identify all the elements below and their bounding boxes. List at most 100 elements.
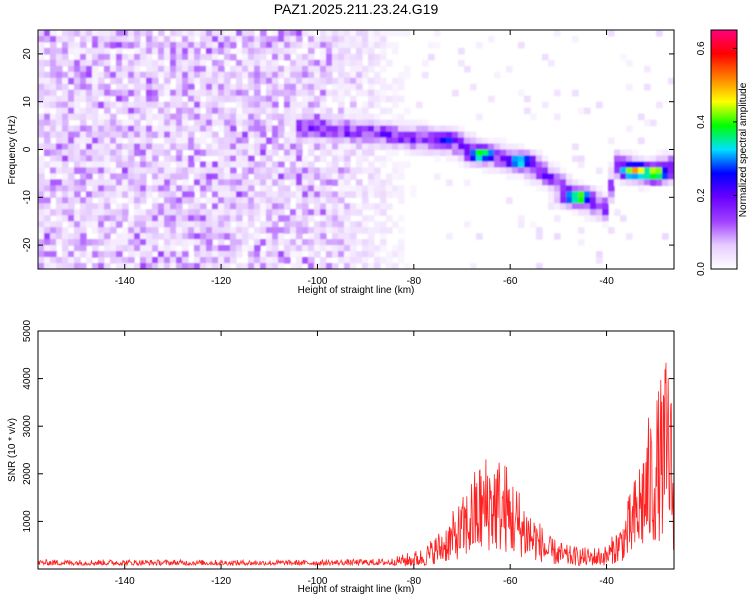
heatmap-cell (668, 77, 674, 85)
heatmap-cell (80, 215, 87, 222)
heatmap-cell (44, 35, 51, 43)
heatmap-cell (98, 191, 105, 198)
heatmap-cell (398, 95, 405, 103)
heatmap-cell (218, 257, 225, 264)
heatmap-cell (620, 179, 627, 186)
heatmap-cell (248, 209, 255, 216)
heatmap-cell (392, 77, 399, 85)
heatmap-cell (146, 113, 153, 121)
heatmap-cell (44, 227, 51, 234)
heatmap-cell (50, 149, 57, 157)
heatmap-cell (560, 173, 567, 180)
heatmap-cell (242, 101, 249, 109)
heatmap-cell (152, 149, 159, 157)
heatmap-cell (236, 215, 243, 222)
heatmap-cell (242, 30, 249, 37)
heatmap-cell (242, 143, 249, 151)
heatmap-cell (440, 125, 447, 133)
heatmap-cell (86, 221, 93, 228)
heatmap-cell (134, 137, 141, 145)
heatmap-cell (200, 101, 207, 109)
heatmap-cell (140, 107, 147, 115)
heatmap-cell (230, 149, 237, 157)
heatmap-cell (398, 71, 405, 79)
heatmap-cell (248, 197, 255, 204)
heatmap-cell (236, 245, 243, 252)
heatmap-cell (254, 167, 261, 174)
heatmap-cell (206, 239, 213, 246)
heatmap-cell (74, 251, 81, 258)
heatmap-cell (122, 53, 129, 61)
snr-panel: -140 -120 -100 -80 -60 -401000200030004000500… (7, 319, 675, 595)
heatmap-cell (308, 101, 315, 109)
heatmap-cell (80, 119, 87, 127)
heatmap-cell (224, 125, 231, 133)
heatmap-cell (260, 65, 267, 73)
heatmap-cell (464, 137, 471, 145)
heatmap-cell (140, 191, 147, 198)
heatmap-cell (350, 263, 357, 269)
heatmap-cell (590, 191, 597, 198)
heatmap-cell (164, 173, 171, 180)
heatmap-cell (362, 239, 369, 246)
heatmap-cell (338, 113, 345, 121)
heatmap-cell (194, 263, 201, 269)
heatmap-cell (194, 95, 201, 103)
heatmap-cell (146, 221, 153, 228)
heatmap-cell (230, 53, 237, 61)
heatmap-cell (554, 185, 561, 192)
heatmap-cell (98, 185, 105, 192)
heatmap-cell (410, 185, 417, 192)
colorbar-tick-label: 0.4 (696, 115, 707, 129)
heatmap-cell (182, 30, 189, 37)
heatmap-cell (242, 125, 249, 133)
heatmap-cell (248, 83, 255, 91)
heatmap-cell (284, 95, 291, 103)
heatmap-cell (80, 173, 87, 180)
heatmap-cell (230, 209, 237, 216)
heatmap-cell (56, 227, 63, 234)
heatmap-cell (302, 107, 309, 115)
heatmap-cell (662, 173, 669, 180)
heatmap-cell (254, 227, 261, 234)
heatmap-cell (182, 35, 189, 43)
heatmap-cell (146, 83, 153, 91)
heatmap-cell (536, 161, 543, 169)
heatmap-cell (398, 30, 405, 37)
heatmap-cell (206, 71, 213, 79)
heatmap-cell (50, 167, 57, 174)
heatmap-cell (362, 167, 369, 174)
heatmap-cell (50, 239, 57, 246)
heatmap-cell (98, 83, 105, 91)
heatmap-cell (362, 155, 369, 163)
heatmap-cell (308, 257, 315, 264)
heatmap-cell (206, 53, 213, 61)
heatmap-cell (302, 53, 309, 61)
heatmap-cell (584, 197, 591, 204)
heatmap-cell (128, 149, 135, 157)
heatmap-cell (290, 89, 297, 97)
heatmap-cell (254, 173, 261, 180)
heatmap-cell (290, 119, 297, 127)
heatmap-cell (320, 41, 327, 49)
heatmap-cell (548, 161, 555, 169)
heatmap-cell (176, 149, 183, 157)
heatmap-cell (644, 167, 651, 174)
heatmap-cell (98, 215, 105, 222)
heatmap-cell (134, 83, 141, 91)
heatmap-cell (290, 143, 297, 151)
heatmap-cell (446, 125, 453, 133)
heatmap-cell (296, 137, 303, 145)
heatmap-cell (344, 257, 351, 264)
heatmap-cell (374, 30, 381, 37)
heatmap-cell (56, 71, 63, 79)
heatmap-cell (356, 53, 363, 61)
heatmap-cell (464, 131, 471, 139)
heatmap-cell (230, 41, 237, 49)
heatmap-cell (272, 233, 279, 240)
heatmap-cell (62, 71, 69, 79)
heatmap-cell (260, 53, 267, 61)
heatmap-cell (254, 191, 261, 198)
heatmap-cell (290, 233, 297, 240)
heatmap-cell (344, 30, 351, 37)
